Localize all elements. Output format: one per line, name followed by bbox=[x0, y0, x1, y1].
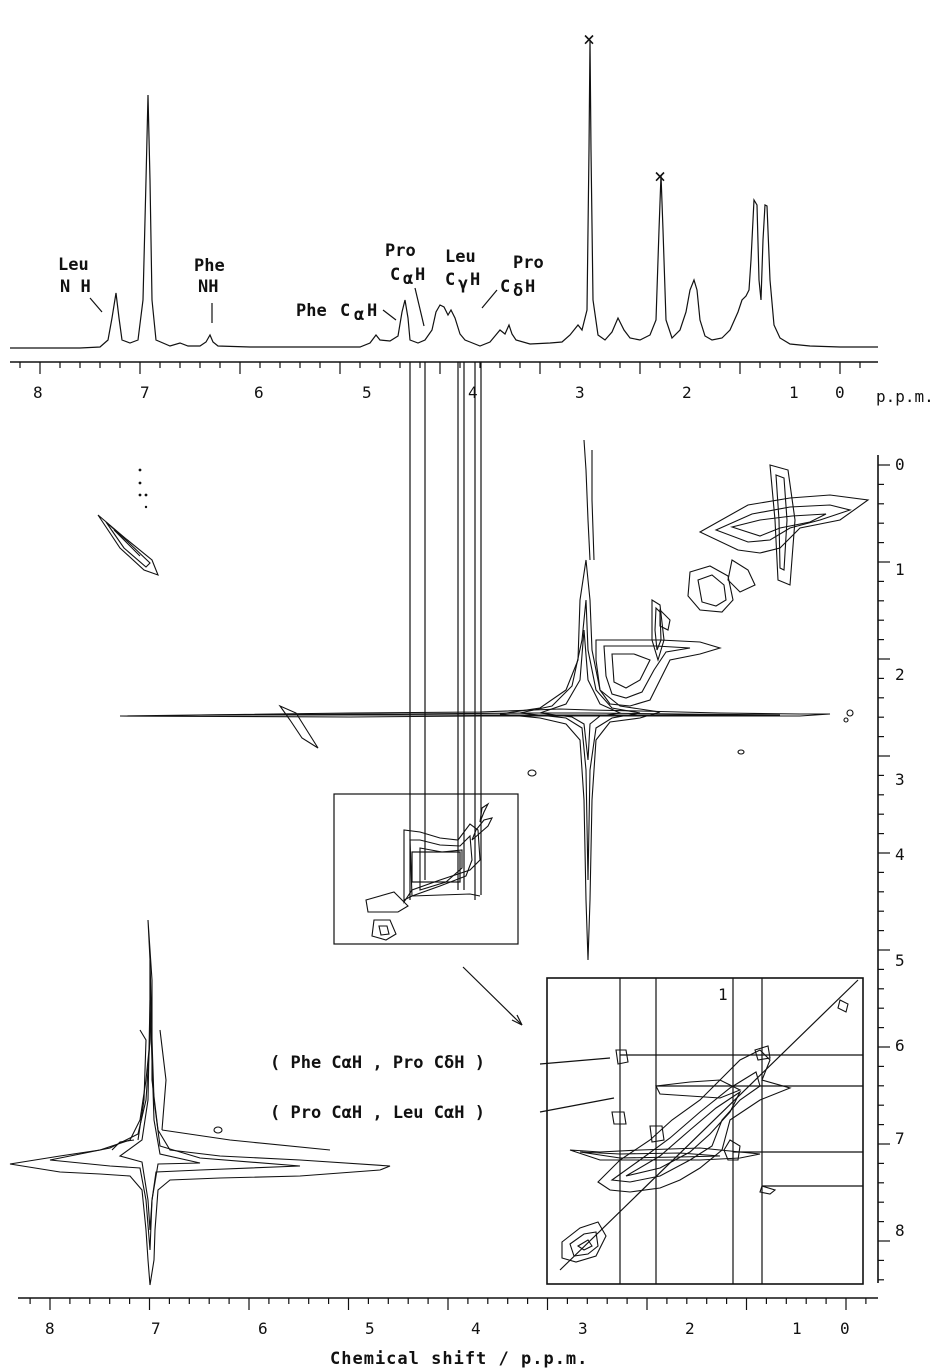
svg-text:γ: γ bbox=[458, 274, 468, 294]
contour-aromatic-cross bbox=[9, 919, 391, 1286]
bottom-tick-6: 6 bbox=[258, 1319, 268, 1338]
svg-text:( Phe CαH , Pro CδH ): ( Phe CαH , Pro CδH ) bbox=[270, 1053, 485, 1073]
inset-tick: 1 bbox=[718, 985, 728, 1004]
svg-text:Phe: Phe bbox=[194, 256, 225, 276]
y-tick-6: 6 bbox=[895, 1036, 905, 1055]
bottom-tick-3: 3 bbox=[578, 1319, 588, 1338]
y-tick-3: 3 bbox=[895, 770, 905, 789]
svg-text:C: C bbox=[445, 270, 455, 290]
svg-text:C: C bbox=[500, 277, 510, 297]
contour-aliphatic-diagonal bbox=[659, 464, 870, 631]
crosspeak-label-pro-leu: ( Pro CαH , Leu CαH ) bbox=[270, 1097, 615, 1123]
y-tick-labels: 0 1 2 3 4 5 6 7 8 bbox=[895, 455, 905, 1240]
svg-text:Leu: Leu bbox=[445, 247, 476, 267]
top-tick-1: 1 bbox=[789, 383, 799, 402]
peak-label-leu-nh: Leu N H bbox=[58, 255, 103, 313]
top-x-axis: 8 7 6 5 4 3 2 1 0 p.p.m. bbox=[10, 361, 934, 406]
bottom-tick-2: 2 bbox=[685, 1319, 695, 1338]
y-tick-5: 5 bbox=[895, 951, 905, 970]
bottom-tick-5: 5 bbox=[365, 1319, 375, 1338]
bottom-tick-7: 7 bbox=[151, 1319, 161, 1338]
svg-text:Pro: Pro bbox=[385, 241, 416, 261]
y-tick-2: 2 bbox=[895, 665, 905, 684]
svg-text:H: H bbox=[367, 301, 377, 321]
svg-text:α: α bbox=[403, 269, 413, 289]
right-y-axis: 0 1 2 3 4 5 6 7 8 bbox=[877, 455, 905, 1283]
svg-text:δ: δ bbox=[513, 281, 523, 301]
peak-label-leu-cgh: Leu C γ H bbox=[445, 247, 480, 294]
bottom-x-axis: 8 7 6 5 4 3 2 1 0 Chemical shift / p.p.m… bbox=[18, 1297, 878, 1369]
y-tick-0: 0 bbox=[895, 455, 905, 474]
contour-isolated-dot bbox=[527, 769, 537, 777]
top-tick-4: 4 bbox=[468, 383, 478, 402]
zoom-region-box bbox=[333, 793, 519, 945]
cosy-contour-plot: 1 bbox=[9, 439, 870, 1286]
top-tick-0: 0 bbox=[835, 383, 845, 402]
contour-dots-topleft bbox=[138, 468, 148, 509]
ppm-unit-label: p.p.m. bbox=[876, 387, 934, 406]
top-tick-8: 8 bbox=[33, 383, 43, 402]
bottom-tick-labels: 8 7 6 5 4 3 2 1 0 bbox=[45, 1319, 850, 1338]
top-tick-2: 2 bbox=[682, 383, 692, 402]
bottom-tick-1: 1 bbox=[792, 1319, 802, 1338]
1d-spectrum-trace bbox=[10, 39, 878, 349]
top-tick-7: 7 bbox=[140, 383, 150, 402]
crosspeak-label-phe-pro: ( Phe CαH , Pro CδH ) bbox=[270, 1053, 611, 1073]
solvent-mark-2: × bbox=[654, 164, 666, 188]
solvent-mark-1: × bbox=[583, 27, 595, 51]
peak-label-phe-cah: Phe C α H bbox=[296, 301, 397, 325]
y-tick-7: 7 bbox=[895, 1129, 905, 1148]
bottom-tick-0: 0 bbox=[840, 1319, 850, 1338]
correlation-guide-lines bbox=[409, 362, 482, 900]
contour-aliphatic-cluster bbox=[595, 599, 722, 707]
svg-text:( Pro CαH , Leu CαH ): ( Pro CαH , Leu CαH ) bbox=[270, 1103, 485, 1123]
x-axis-title: Chemical shift / p.p.m. bbox=[330, 1349, 588, 1369]
top-tick-6: 6 bbox=[254, 383, 264, 402]
peak-label-pro-cdh: Pro C δ H bbox=[481, 253, 544, 309]
top-tick-5: 5 bbox=[362, 383, 372, 402]
svg-text:Phe: Phe bbox=[296, 301, 327, 321]
peak-label-pro-cah: Pro C α H bbox=[385, 241, 425, 327]
top-tick-3: 3 bbox=[575, 383, 585, 402]
contour-horizontal-ridge bbox=[119, 439, 831, 961]
svg-text:C: C bbox=[390, 265, 400, 285]
svg-text:NH: NH bbox=[198, 277, 218, 297]
contour-alpha-region bbox=[365, 802, 494, 941]
peak-label-phe-nh: Phe NH bbox=[194, 256, 225, 323]
y-tick-8: 8 bbox=[895, 1221, 905, 1240]
inset-zoom-box: 1 bbox=[546, 977, 864, 1285]
zoom-arrow bbox=[462, 966, 523, 1026]
bottom-tick-4: 4 bbox=[471, 1319, 481, 1338]
svg-text:C: C bbox=[340, 301, 350, 321]
bottom-tick-8: 8 bbox=[45, 1319, 55, 1338]
inset-diagonal bbox=[559, 979, 859, 1271]
top-tick-labels: 8 7 6 5 4 3 2 1 0 bbox=[33, 383, 845, 402]
y-tick-1: 1 bbox=[895, 560, 905, 579]
svg-text:Pro: Pro bbox=[513, 253, 544, 273]
svg-text:H: H bbox=[415, 265, 425, 285]
svg-text:H: H bbox=[525, 277, 535, 297]
svg-text:Leu: Leu bbox=[58, 255, 89, 275]
svg-text:H: H bbox=[470, 270, 480, 290]
y-tick-4: 4 bbox=[895, 845, 905, 864]
svg-text:N H: N H bbox=[60, 277, 91, 297]
contour-diagonal-leu bbox=[97, 514, 159, 576]
svg-text:α: α bbox=[354, 305, 364, 325]
